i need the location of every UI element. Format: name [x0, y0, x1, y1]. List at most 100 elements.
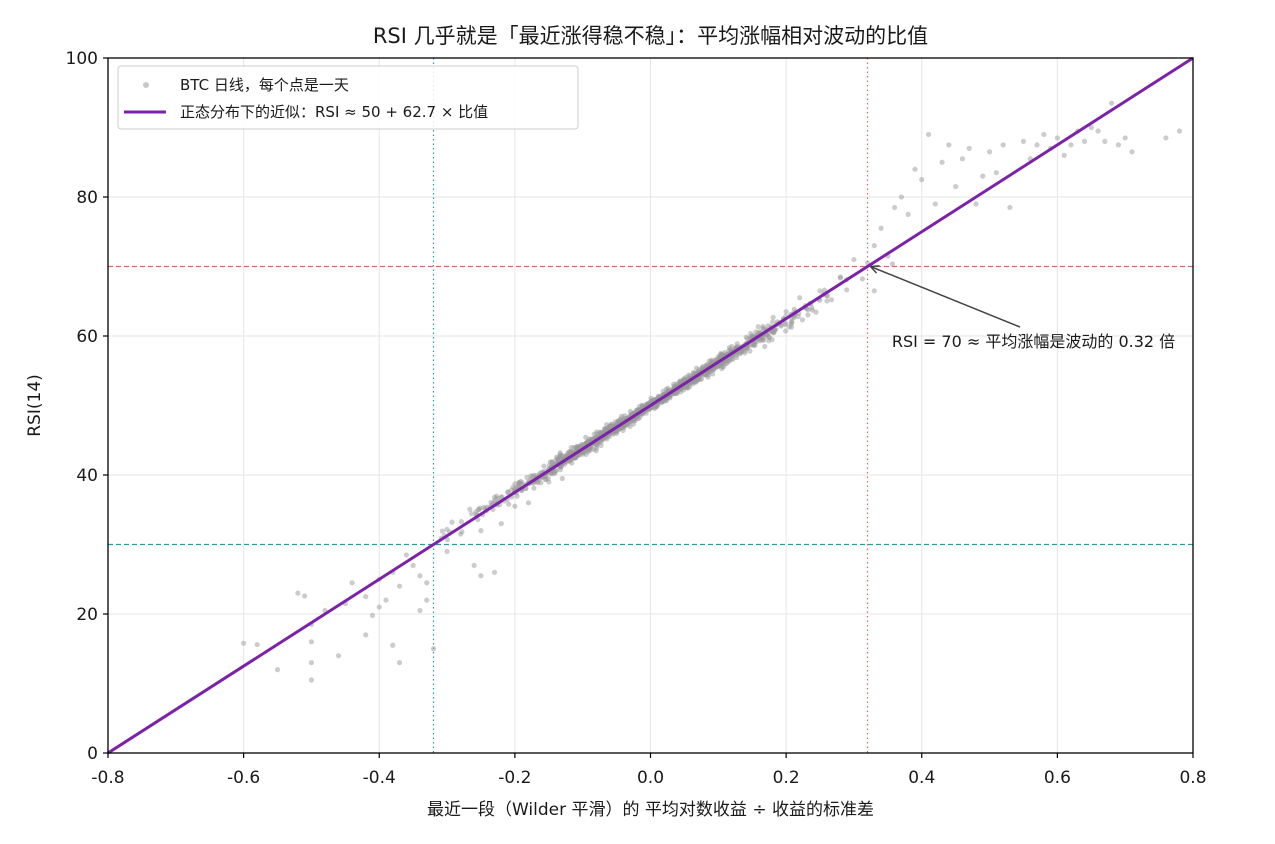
data-point: [308, 677, 315, 683]
data-point: [557, 453, 563, 459]
data-point: [302, 593, 308, 599]
data-point: [477, 505, 483, 511]
data-point: [1115, 142, 1122, 148]
data-point: [769, 319, 776, 325]
data-point: [1034, 142, 1040, 148]
data-point: [770, 328, 777, 334]
data-point: [444, 537, 450, 543]
data-point: [993, 170, 999, 176]
annotation: RSI = 70 ≈ 平均涨幅是波动的 0.32 倍: [868, 265, 1175, 351]
data-point: [444, 548, 450, 555]
data-point: [783, 309, 789, 315]
data-point: [396, 583, 403, 589]
data-point: [541, 463, 547, 469]
data-point: [578, 441, 585, 448]
data-point: [743, 345, 749, 352]
data-point: [627, 423, 633, 429]
data-point: [499, 494, 505, 500]
x-tick-label: -0.4: [363, 768, 396, 788]
x-tick-label: 0.4: [908, 768, 935, 788]
data-point: [986, 149, 993, 155]
x-tick-label: -0.2: [498, 768, 531, 788]
data-point: [753, 339, 760, 345]
data-point: [613, 430, 620, 436]
data-point: [593, 448, 599, 454]
data-point: [749, 333, 755, 339]
data-point: [762, 343, 768, 350]
data-point: [770, 314, 776, 320]
data-point: [783, 328, 789, 334]
data-point: [563, 452, 569, 459]
data-point: [376, 604, 382, 610]
data-point: [892, 204, 898, 211]
data-point: [959, 156, 966, 162]
data-point: [925, 131, 932, 138]
data-point: [478, 573, 484, 579]
data-point: [494, 495, 501, 501]
data-point: [729, 343, 735, 350]
data-point: [755, 324, 761, 330]
annotation-text: RSI = 70 ≈ 平均涨幅是波动的 0.32 倍: [892, 332, 1175, 351]
data-point: [547, 459, 553, 465]
data-point: [693, 365, 700, 371]
data-point: [946, 142, 952, 148]
data-point: [383, 597, 389, 603]
data-point: [705, 374, 711, 380]
legend-label-scatter: BTC 日线，每个点是一天: [180, 76, 349, 94]
data-point: [525, 500, 532, 506]
data-point: [789, 319, 795, 326]
data-point: [363, 632, 369, 638]
x-tick-label: -0.6: [227, 768, 260, 788]
legend-box: [117, 65, 579, 130]
data-point: [254, 641, 260, 648]
x-tick-label: -0.8: [91, 768, 124, 788]
y-tick-label: 100: [66, 49, 98, 69]
data-point: [824, 298, 830, 304]
data-point: [557, 467, 563, 473]
x-tick-label: 0.2: [773, 768, 800, 788]
annotation-arrow: [870, 265, 1021, 328]
data-point: [458, 519, 465, 525]
legend: BTC 日线，每个点是一天 正态分布下的近似：RSI ≈ 50 + 62.7 ×…: [117, 65, 579, 130]
data-point: [1095, 128, 1101, 134]
x-axis-title: 最近一段（Wilder 平滑）的 平均对数收益 ÷ 收益的标准差: [427, 800, 874, 820]
data-point: [698, 376, 705, 382]
data-point: [410, 562, 416, 568]
data-point: [733, 354, 740, 361]
data-point: [424, 597, 430, 603]
data-point: [799, 317, 806, 323]
y-tick-label: 40: [76, 466, 98, 486]
data-point: [349, 580, 355, 586]
data-point: [1163, 135, 1169, 141]
data-point: [871, 243, 877, 249]
data-point: [568, 448, 574, 455]
data-point: [439, 528, 445, 534]
data-point: [403, 552, 409, 558]
data-point: [417, 573, 423, 579]
data-point: [274, 667, 281, 673]
data-point: [390, 642, 396, 648]
y-tick-label: 80: [76, 188, 98, 208]
data-point: [828, 297, 835, 303]
data-point: [919, 177, 925, 183]
data-point: [553, 457, 559, 463]
chart-title: RSI 几乎就是「最近涨得稳不稳」：平均涨幅相对波动的比值: [373, 24, 928, 48]
data-point: [604, 421, 610, 428]
data-point: [512, 503, 518, 509]
x-tick-label: 0.8: [1179, 768, 1206, 788]
data-point: [491, 569, 498, 575]
y-tick-label: 20: [76, 605, 98, 625]
data-point: [889, 261, 896, 267]
data-point: [966, 145, 972, 151]
data-point: [765, 323, 771, 329]
data-point: [478, 528, 484, 534]
data-point: [488, 499, 494, 505]
data-point: [546, 479, 552, 485]
data-point: [743, 334, 749, 340]
data-point: [980, 173, 986, 179]
data-point: [939, 159, 945, 165]
data-point: [467, 506, 473, 512]
data-point: [580, 451, 586, 457]
data-point: [369, 612, 376, 618]
